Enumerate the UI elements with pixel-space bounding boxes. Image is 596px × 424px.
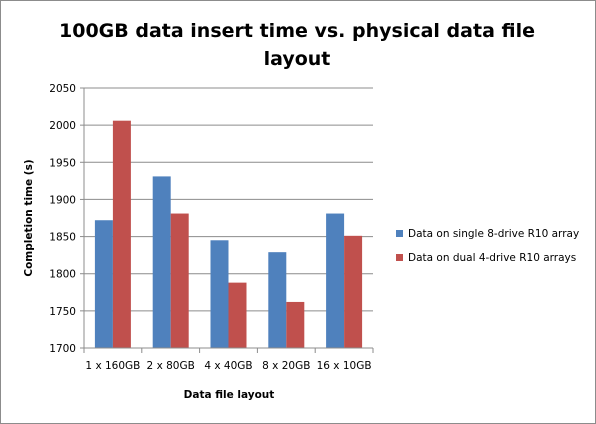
bar-series-1 [152, 176, 171, 348]
legend-label-2: Data on dual 4-drive R10 arrays [408, 252, 576, 264]
gridlines [84, 87, 373, 312]
chart-title-line-1: 100GB data insert time vs. physical data… [59, 20, 535, 42]
y-tick-label: 2050 [49, 83, 76, 95]
x-tick-label: 2 x 80GB [147, 360, 195, 372]
x-tick-label: 8 x 20GB [262, 360, 310, 372]
axes [80, 87, 374, 353]
y-axis-title: Completion time (s) [23, 159, 35, 276]
y-tick-label: 1900 [49, 194, 76, 206]
legend-label-1: Data on single 8-drive R10 array [408, 228, 579, 240]
x-tick-label: 1 x 160GB [85, 360, 140, 372]
y-tick-label: 2000 [49, 120, 76, 132]
chart-title-line-2: layout [264, 48, 331, 70]
y-tick-label: 1750 [49, 306, 76, 318]
bar-series-2 [228, 282, 247, 348]
y-tick-label: 1800 [49, 269, 76, 281]
x-axis-title: Data file layout [184, 389, 275, 401]
y-tick-labels: 1700 1750 1800 1850 1900 1950 2000 2050 [49, 83, 76, 355]
bar-series-2 [112, 120, 131, 348]
legend: Data on single 8-drive R10 array Data on … [396, 228, 579, 264]
bar-series-2 [344, 235, 363, 348]
bar-series-1 [326, 213, 345, 348]
x-tick-label: 4 x 40GB [204, 360, 252, 372]
y-tick-label: 1850 [49, 232, 76, 244]
x-tick-label: 16 x 10GB [317, 360, 372, 372]
bar-series-1 [268, 252, 287, 348]
legend-swatch-1 [396, 230, 403, 237]
y-tick-label: 1950 [49, 157, 76, 169]
bar-series-2 [286, 301, 305, 348]
bar-series-1 [210, 240, 229, 348]
x-tick-labels: 1 x 160GB 2 x 80GB 4 x 40GB 8 x 20GB 16 x 10… [85, 360, 371, 372]
y-tick-label: 1700 [49, 343, 76, 355]
legend-swatch-2 [396, 254, 403, 261]
bar-series-2 [170, 213, 189, 348]
bar-series-1 [94, 220, 113, 348]
bars [94, 120, 363, 348]
